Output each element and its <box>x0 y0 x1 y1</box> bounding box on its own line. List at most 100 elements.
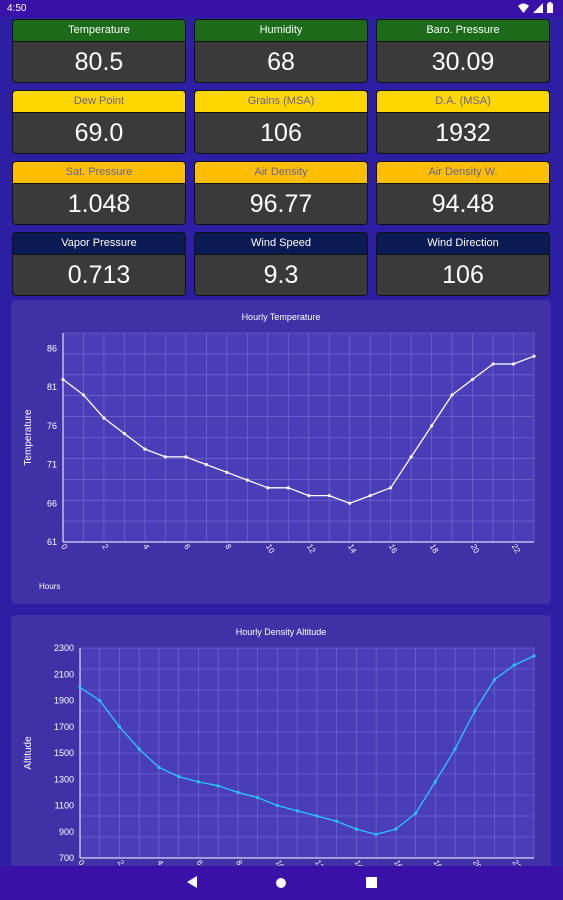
tile-value: 94.48 <box>377 183 549 224</box>
sensor-tile[interactable]: Wind Direction 106 <box>376 232 550 296</box>
data-point <box>413 811 418 815</box>
x-tick-label: 4 <box>155 859 165 868</box>
sensor-tiles: Temperature 80.5 Humidity 68 Baro. Pressure 3… <box>12 19 550 296</box>
data-point <box>98 698 102 703</box>
data-point <box>78 685 82 689</box>
x-tick-label: 14 <box>346 543 359 556</box>
x-tick-label: 0 <box>59 543 69 552</box>
data-point <box>315 814 319 818</box>
series-line <box>79 655 535 836</box>
sensor-tile[interactable]: Dew Point 69.0 <box>12 90 186 154</box>
tile-label: Dew Point <box>13 91 185 112</box>
x-tick-label: 4 <box>141 543 151 552</box>
tile-label: Humidity <box>195 20 367 41</box>
tile-value: 80.5 <box>13 41 185 82</box>
data-point <box>143 447 147 451</box>
data-point <box>470 377 475 382</box>
data-point <box>491 362 495 366</box>
sensor-tile[interactable]: Vapor Pressure 0.713 <box>12 232 186 296</box>
tile-label: Grains (MSA) <box>195 91 367 112</box>
x-tick-label: 0 <box>76 859 86 868</box>
tile-value: 9.3 <box>195 254 367 295</box>
status-time: 4:50 <box>7 3 27 14</box>
x-tick-label: 2 <box>116 859 126 868</box>
y-tick-label: 81 <box>47 382 57 392</box>
tile-value: 69.0 <box>13 112 185 153</box>
x-tick-label: 2 <box>100 543 110 552</box>
tile-value: 106 <box>377 254 549 295</box>
x-tick-label: 18 <box>428 543 441 556</box>
tile-value: 30.09 <box>377 41 549 82</box>
data-point <box>256 796 260 800</box>
tile-label: Sat. Pressure <box>13 162 185 183</box>
data-point <box>453 747 457 751</box>
data-point <box>184 455 188 459</box>
data-point <box>295 809 299 813</box>
y-axis-label: Temperature <box>23 409 34 466</box>
sensor-tile[interactable]: Sat. Pressure 1.048 <box>12 161 186 225</box>
tile-label: Air Density W. <box>377 162 549 183</box>
status-icons <box>518 2 553 13</box>
back-icon[interactable] <box>186 875 198 889</box>
data-point <box>389 486 393 490</box>
x-tick-label: 6 <box>182 543 192 552</box>
data-point <box>286 486 290 490</box>
data-point <box>204 462 208 467</box>
sensor-tile[interactable]: Temperature 80.5 <box>12 19 186 83</box>
data-point <box>102 416 106 420</box>
tile-value: 1932 <box>377 112 549 153</box>
y-tick-label: 1500 <box>54 748 74 758</box>
data-point <box>137 747 141 751</box>
data-point <box>409 455 413 459</box>
tile-value: 68 <box>195 41 367 82</box>
x-tick-label: 8 <box>223 543 233 552</box>
data-point <box>177 775 181 779</box>
x-tick-label: 20 <box>469 543 482 556</box>
tile-value: 106 <box>195 112 367 153</box>
data-point <box>163 455 167 459</box>
data-point <box>430 424 434 428</box>
x-tick-label: 6 <box>195 859 205 868</box>
sensor-tile[interactable]: Humidity 68 <box>194 19 368 83</box>
x-tick-label: 8 <box>234 859 244 868</box>
home-icon[interactable] <box>275 877 287 889</box>
y-tick-label: 2300 <box>54 643 74 653</box>
data-point <box>266 486 270 490</box>
data-point <box>348 501 352 505</box>
data-point <box>307 493 311 498</box>
data-point <box>450 393 454 397</box>
x-tick-label: 16 <box>387 543 400 556</box>
recents-icon[interactable] <box>366 877 377 888</box>
data-point <box>245 478 249 482</box>
data-point <box>335 819 339 823</box>
data-point <box>374 832 378 836</box>
data-point <box>492 677 497 682</box>
sensor-tile[interactable]: Baro. Pressure 30.09 <box>376 19 550 83</box>
navigation-bar <box>0 866 563 900</box>
tile-value: 0.713 <box>13 254 185 295</box>
tile-label: Wind Direction <box>377 233 549 254</box>
data-point <box>368 493 372 498</box>
x-axis-label: Hours <box>39 582 60 591</box>
sensor-tile[interactable]: Wind Speed 9.3 <box>194 232 368 296</box>
sensor-tile[interactable]: D.A. (MSA) 1932 <box>376 90 550 154</box>
y-axis-label: Altitude <box>23 736 34 770</box>
data-point <box>275 803 279 808</box>
status-bar: 4:50 <box>0 0 563 17</box>
sensor-tile[interactable]: Air Density W. 94.48 <box>376 161 550 225</box>
sensor-tile[interactable]: Air Density 96.77 <box>194 161 368 225</box>
data-point <box>236 790 240 794</box>
data-point <box>511 362 516 366</box>
tile-value: 1.048 <box>13 183 185 224</box>
data-point <box>61 377 65 382</box>
data-point <box>327 493 331 498</box>
x-tick-label: 22 <box>510 543 523 556</box>
tile-label: D.A. (MSA) <box>377 91 549 112</box>
tile-label: Baro. Pressure <box>377 20 549 41</box>
sensor-tile[interactable]: Grains (MSA) 106 <box>194 90 368 154</box>
data-point <box>122 432 127 436</box>
y-tick-label: 900 <box>59 827 74 837</box>
y-tick-label: 66 <box>47 498 57 508</box>
tile-label: Wind Speed <box>195 233 367 254</box>
x-tick-label: 10 <box>264 543 277 556</box>
